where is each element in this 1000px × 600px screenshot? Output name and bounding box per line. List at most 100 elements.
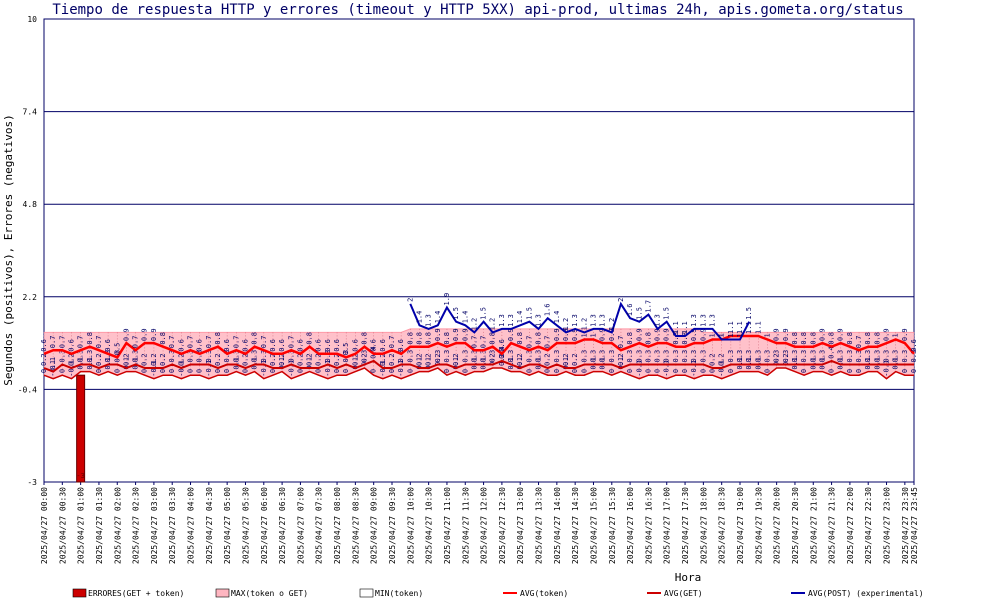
legend-label: AVG(POST) (experimental) — [808, 589, 924, 598]
series-avg-token-line-point-label: 0.8 — [873, 332, 881, 345]
x-tick-label: 2025/04/27 04:30 — [205, 487, 214, 564]
series-avg-post-line-point-label: 1.3 — [690, 314, 698, 327]
series-avg-token-line-point-label: 0.6 — [223, 339, 231, 352]
series-avg-token-line-point-label: 1 — [763, 333, 771, 337]
x-tick-label: 2025/04/27 09:00 — [370, 487, 379, 564]
plot-area — [43, 18, 915, 483]
series-avg-token-line-point-label: 0.7 — [260, 336, 268, 349]
series-avg-token-line-point-label: 0.9 — [599, 328, 607, 341]
series-avg-token-line-point-label: 0.6 — [278, 339, 286, 352]
series-avg-token-line-point-label: 0.6 — [269, 339, 277, 352]
series-avg-post-line-point-label: 1.3 — [507, 314, 515, 327]
series-avg-get-line-point-label: 0.3 — [791, 350, 799, 363]
series-avg-token-line-point-label: 0.9 — [818, 328, 826, 341]
series-avg-token-line-point-label: 0.8 — [443, 332, 451, 345]
series-avg-get-line-point-label: 0.3 — [58, 350, 66, 363]
series-min-line — [43, 367, 914, 380]
series-min-line-point-label: 0.1 — [232, 357, 240, 370]
series-avg-post-line-point-label: 1 — [727, 333, 735, 337]
series-avg-post-line-point-label: 1.3 — [535, 314, 543, 327]
y-tick-label: 7.4 — [23, 108, 38, 117]
y-tick-label: -3 — [27, 478, 37, 487]
x-tick-label: 2025/04/27 23:00 — [883, 487, 892, 564]
error-bar — [76, 374, 86, 483]
series-avg-token-line-point-label: 0.6 — [370, 339, 378, 352]
series-avg-post-line-point-label: 2 — [406, 298, 414, 302]
x-tick-label: 2025/04/27 21:00 — [809, 487, 818, 564]
series-min-line-point-label: 0.2 — [773, 353, 781, 366]
series-min-line-point-label: 0 — [828, 369, 836, 373]
series-avg-get-line-point-label: 0.3 — [406, 350, 414, 363]
series-avg-post-line-point-label: 1.6 — [626, 304, 634, 317]
series-avg-get-line-point-label: 0.3 — [910, 350, 918, 363]
series-avg-get-line-point-label: 0.3 — [535, 350, 543, 363]
x-tick-label: 2025/04/27 08:30 — [351, 487, 360, 564]
series-avg-get-line-point-label: 0.3 — [809, 350, 817, 363]
x-tick-label: 2025/04/27 12:30 — [498, 487, 507, 564]
series-min-line-point-label: 0 — [855, 369, 863, 373]
series-min-line-point-label: 0 — [58, 369, 66, 373]
series-avg-token-line-point-label: 0.8 — [846, 332, 854, 345]
series-avg-get-line-point-label: 0.3 — [837, 350, 845, 363]
series-min-line-point-label: 0 — [608, 369, 616, 373]
series-min-line-point-label: 0.1 — [86, 357, 94, 370]
series-avg-get-line-point-label: 0.3 — [873, 350, 881, 363]
series-avg-get-line-point-label: 0.3 — [883, 350, 891, 363]
series-avg-get-line-point-label: 0.3 — [470, 350, 478, 363]
x-tick-label: 2025/04/27 06:30 — [278, 487, 287, 564]
y-tick-label: -0.4 — [18, 385, 37, 394]
series-avg-get-line-point-label: 0.2 — [159, 353, 167, 366]
series-min-line-point-label: 0 — [241, 369, 249, 373]
series-avg-get-line-point-label: 0.2 — [379, 353, 387, 366]
series-avg-token-line-point-label: 0.9 — [434, 328, 442, 341]
series-avg-get-line-point-label: 0.3 — [727, 350, 735, 363]
series-min-line-point-label: 0 — [187, 369, 195, 373]
series-avg-get-line-point-label: 0.3 — [644, 350, 652, 363]
series-avg-post-line-point-label: 1.3 — [709, 314, 717, 327]
series-avg-token-line-point-label: 0.9 — [699, 328, 707, 341]
x-tick-label: 2025/04/27 18:30 — [718, 487, 727, 564]
series-min-line-point-label: 0.1 — [818, 357, 826, 370]
series-min-line-point-label: 0.1 — [754, 357, 762, 370]
series-avg-token-line-point-label: 0.6 — [351, 339, 359, 352]
legend-swatch — [359, 588, 374, 598]
series-avg-token-line — [43, 334, 915, 359]
series-avg-get-line-point-label: 0.3 — [443, 350, 451, 363]
series-avg-token-line-point-label: 0.8 — [800, 332, 808, 345]
series-min-line-point-label: 0.1 — [892, 357, 900, 370]
x-tick-label: 2025/04/27 23:45 — [910, 487, 919, 564]
series-min-line-point-label: 0.1 — [562, 357, 570, 370]
series-avg-get-line-point-label: 0.3 — [589, 350, 597, 363]
series-avg-token-line-point-label: 0.8 — [828, 332, 836, 345]
series-avg-token-line-point-label: 0.8 — [681, 332, 689, 345]
chart-title: Tiempo de respuesta HTTP y errores (time… — [52, 2, 903, 18]
series-min-line-point-label: 0.2 — [434, 353, 442, 366]
series-avg-token-line-point-label: 0.7 — [132, 336, 140, 349]
series-avg-get-line-point-label: 0.3 — [892, 350, 900, 363]
series-avg-token-line-point-label: 0.8 — [626, 332, 634, 345]
series-avg-get-line-point-label: 0.2 — [617, 353, 625, 366]
x-tick-label: 2025/04/27 09:30 — [388, 487, 397, 564]
series-min-line-point-label: 0 — [544, 369, 552, 373]
series-min-line-point-label: 0 — [388, 369, 396, 373]
series-avg-post-line-point-label: 1.5 — [452, 307, 460, 320]
series-min-line-point-label: 0 — [342, 369, 350, 373]
series-avg-token-line-point-label: 0.6 — [177, 339, 185, 352]
series-avg-token-line-point-label: 0.8 — [672, 332, 680, 345]
series-min-line-point-label: 0 — [846, 369, 854, 373]
series-avg-post-line-point-label: 1.9 — [443, 293, 451, 306]
series-avg-get-line-point-label: 0.3 — [635, 350, 643, 363]
legend-item: AVG(GET) — [647, 589, 703, 598]
series-avg-post-line-point-label: 1.4 — [553, 311, 561, 324]
series-avg-token-line-point-label: 0.7 — [480, 336, 488, 349]
series-avg-token-line-point-label: 0.9 — [901, 328, 909, 341]
y-tick-label: 4.8 — [23, 200, 38, 209]
series-min-line-point-label: 0 — [333, 369, 341, 373]
series-avg-get-line-point-label: 0.2 — [425, 353, 433, 366]
series-avg-get-line-point-label: 0.3 — [763, 350, 771, 363]
series-avg-token-line-point-label: 0.6 — [196, 339, 204, 352]
series-min-line-point-label: 0.1 — [306, 357, 314, 370]
series-avg-get-line-point-label: 0.2 — [709, 353, 717, 366]
series-min-line-point-label: 0.1 — [837, 357, 845, 370]
x-tick-label: 2025/04/27 01:00 — [77, 487, 86, 564]
